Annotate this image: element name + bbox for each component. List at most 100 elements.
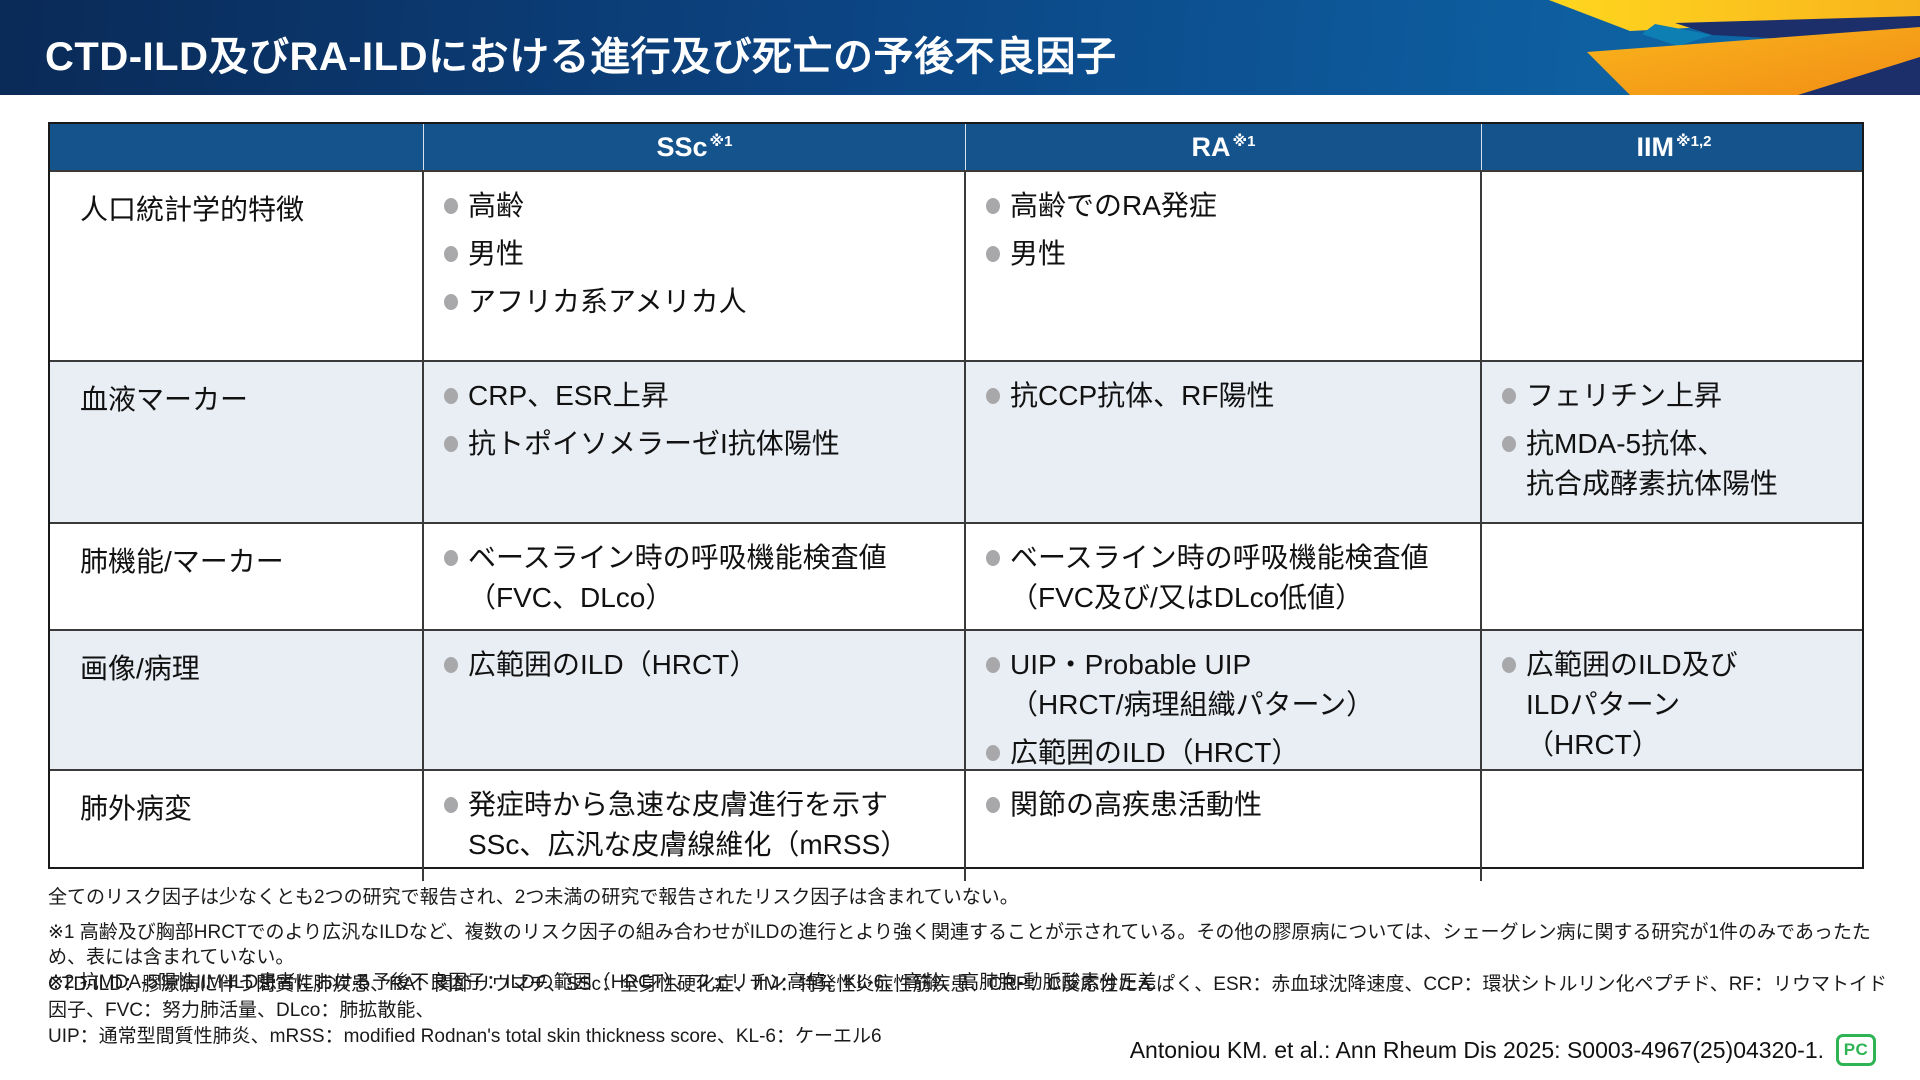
bullet-icon [986, 657, 1000, 673]
cell-text: 広範囲のILD（HRCT） [468, 649, 758, 680]
cell-text: 抗CCP抗体、RF陽性 [1010, 380, 1275, 411]
bullet-item: 抗トポイソメラーゼI抗体陽性 [444, 424, 950, 464]
table-cell-ssc: CRP、ESR上昇抗トポイソメラーゼI抗体陽性 [424, 362, 966, 522]
citation-block: Antoniou KM. et al.: Ann Rheum Dis 2025:… [1130, 1034, 1876, 1066]
bullet-continuation-line: ILDパターン [1502, 685, 1852, 725]
cell-text: CRP、ESR上昇 [468, 380, 669, 411]
bullet-continuation-line: （HRCT/病理組織パターン） [986, 685, 1466, 725]
bullet-item: ベースライン時の呼吸機能検査値 （FVC、DLco） [444, 538, 950, 618]
cell-text: アフリカ系アメリカ人 [468, 286, 747, 317]
bullet-line: 男性 [986, 234, 1466, 274]
bullet-continuation-line: SSc、広汎な皮膚線維化（mRSS） [444, 825, 950, 865]
footnote-group: ※1 高齢及び胸部HRCTでのより広汎なILDなど、複数のリスク因子の組み合わせ… [48, 920, 1888, 995]
slide-header: CTD-ILD及びRA-ILDにおける進行及び死亡の予後不良因子 [0, 0, 1920, 95]
cell-text: UIP・Probable UIP [1010, 649, 1252, 680]
row-label: 人口統計学的特徴 [50, 172, 424, 360]
abbreviation-line-1: CTD-ILD：膠原病に伴う間質性肺疾患、RA：関節リウマチ、SSc：全身性硬化… [48, 974, 1888, 1021]
table-cell-ssc: 広範囲のILD（HRCT） [424, 631, 966, 789]
cell-text: （HRCT/病理組織パターン） [1010, 689, 1375, 720]
table-row: 人口統計学的特徴 高齢 男性 アフリカ系アメリカ人 高齢でのRA発症 男性 [50, 170, 1862, 360]
table-cell-iim [1482, 172, 1866, 360]
bullet-icon [444, 294, 458, 310]
column-header-category [50, 124, 424, 170]
page-title: CTD-ILD及びRA-ILDにおける進行及び死亡の予後不良因子 [45, 35, 1117, 79]
cell-text: 関節の高疾患活動性 [1010, 789, 1263, 820]
row-label: 肺外病変 [50, 771, 424, 881]
table-cell-iim: フェリチン上昇抗MDA-5抗体、 抗合成酵素抗体陽性 [1482, 362, 1866, 522]
bullet-continuation-line: （FVC及び/又はDLco低値） [986, 578, 1466, 618]
bullet-icon [444, 198, 458, 214]
footnote-general: 全てのリスク因子は少なくとも2つの研究で報告され、2つ未満の研究で報告されたリス… [48, 887, 1019, 908]
bullet-item: 抗CCP抗体、RF陽性 [986, 376, 1466, 416]
bullet-item: フェリチン上昇 [1502, 376, 1852, 416]
table-row: 肺機能/マーカー ベースライン時の呼吸機能検査値 （FVC、DLco） ベースライン時… [50, 522, 1862, 634]
row-label: 肺機能/マーカー [50, 524, 424, 634]
table-row: 血液マーカー CRP、ESR上昇 抗トポイソメラーゼI抗体陽性 抗CCP抗体、RF陽性… [50, 360, 1862, 522]
row-label: 画像/病理 [50, 631, 424, 789]
bullet-item: ベースライン時の呼吸機能検査値 （FVC及び/又はDLco低値） [986, 538, 1466, 618]
bullet-continuation-line: （FVC、DLco） [444, 578, 950, 618]
cell-text: ベースライン時の呼吸機能検査値 [468, 542, 887, 573]
bullet-item: 発症時から急速な皮膚進行を示す SSc、広汎な皮膚線維化（mRSS） [444, 785, 950, 865]
bullet-icon [986, 797, 1000, 813]
cell-text: 抗トポイソメラーゼI抗体陽性 [468, 428, 840, 459]
bullet-item: CRP、ESR上昇 [444, 376, 950, 416]
bullet-line: 広範囲のILD（HRCT） [986, 733, 1466, 773]
bullet-icon [444, 657, 458, 673]
table-cell-iim [1482, 771, 1866, 881]
cell-text: 広範囲のILD（HRCT） [1010, 737, 1300, 768]
bullet-line: UIP・Probable UIP [986, 645, 1466, 685]
cell-text: （HRCT） [1526, 729, 1660, 760]
bullet-item: アフリカ系アメリカ人 [444, 282, 950, 322]
cell-text: SSc、広汎な皮膚線維化（mRSS） [468, 829, 909, 860]
footnote-1: ※1 高齢及び胸部HRCTでのより広汎なILDなど、複数のリスク因子の組み合わせ… [48, 922, 1871, 968]
bullet-item: 高齢でのRA発症 [986, 186, 1466, 226]
bullet-icon [986, 745, 1000, 761]
bullet-line: 抗トポイソメラーゼI抗体陽性 [444, 424, 950, 464]
bullet-icon [444, 550, 458, 566]
bullet-item: 高齢 [444, 186, 950, 226]
bullet-icon [1502, 388, 1516, 404]
table-body: 人口統計学的特徴 高齢 男性 アフリカ系アメリカ人 高齢でのRA発症 男性 血液マーカー CR… [50, 170, 1862, 881]
bullet-line: 広範囲のILD及び [1502, 645, 1852, 685]
bullet-item: 広範囲のILD及び ILDパターン （HRCT） [1502, 645, 1852, 765]
abbreviation-line-2: UIP：通常型間質性肺炎、mRSS：modified Rodnan's tota… [48, 1026, 882, 1047]
bullet-item: 抗MDA-5抗体、 抗合成酵素抗体陽性 [1502, 424, 1852, 504]
corner-ornament-icon [1549, 0, 1920, 95]
cell-text: ベースライン時の呼吸機能検査値 [1010, 542, 1429, 573]
cell-text: フェリチン上昇 [1526, 380, 1723, 411]
bullet-item: 関節の高疾患活動性 [986, 785, 1466, 825]
bullet-line: ベースライン時の呼吸機能検査値 [986, 538, 1466, 578]
prognostic-factor-table: SSc ※1 RA ※1 IIM ※1,2 人口統計学的特徴 高齢 男性 アフリカ系アメリカ… [48, 122, 1864, 881]
bullet-icon [986, 198, 1000, 214]
table-header-row: SSc ※1 RA ※1 IIM ※1,2 [50, 124, 1862, 170]
table-cell-ra: 関節の高疾患活動性 [966, 771, 1482, 881]
column-header-iim: IIM ※1,2 [1636, 131, 1712, 162]
bullet-continuation-line: （HRCT） [1502, 725, 1852, 765]
bullet-item: UIP・Probable UIP （HRCT/病理組織パターン） [986, 645, 1466, 725]
bullet-icon [986, 550, 1000, 566]
bullet-icon [444, 436, 458, 452]
bullet-continuation-line: 抗合成酵素抗体陽性 [1502, 464, 1852, 504]
bullet-item: 男性 [444, 234, 950, 274]
table-cell-ra: UIP・Probable UIP （HRCT/病理組織パターン） 広範囲のILD（H… [966, 631, 1482, 789]
bullet-line: CRP、ESR上昇 [444, 376, 950, 416]
bullet-line: 関節の高疾患活動性 [986, 785, 1466, 825]
cell-text: ILDパターン [1526, 689, 1681, 720]
bullet-line: 抗CCP抗体、RF陽性 [986, 376, 1466, 416]
column-header-ra: RA ※1 [966, 124, 1482, 170]
bullet-line: 高齢 [444, 186, 950, 226]
bullet-line: フェリチン上昇 [1502, 376, 1852, 416]
cell-text: （FVC、DLco） [468, 582, 674, 613]
abbreviation-list: CTD-ILD：膠原病に伴う間質性肺疾患、RA：関節リウマチ、SSc：全身性硬化… [48, 972, 1888, 1050]
row-label: 血液マーカー [50, 362, 424, 522]
bullet-item: 男性 [986, 234, 1466, 274]
table-row: 肺外病変 発症時から急速な皮膚進行を示す SSc、広汎な皮膚線維化（mRSS） 関節の… [50, 769, 1862, 881]
column-header-ssc: SSc ※1 [424, 124, 966, 170]
bullet-icon [1502, 436, 1516, 452]
cell-text: 広範囲のILD及び [1526, 649, 1738, 680]
table-cell-ssc: 高齢男性アフリカ系アメリカ人 [424, 172, 966, 360]
table-cell-iim: 広範囲のILD及び ILDパターン （HRCT） [1482, 631, 1866, 789]
cell-text: （FVC及び/又はDLco低値） [1010, 582, 1364, 613]
citation-text: Antoniou KM. et al.: Ann Rheum Dis 2025:… [1129, 1036, 1824, 1063]
